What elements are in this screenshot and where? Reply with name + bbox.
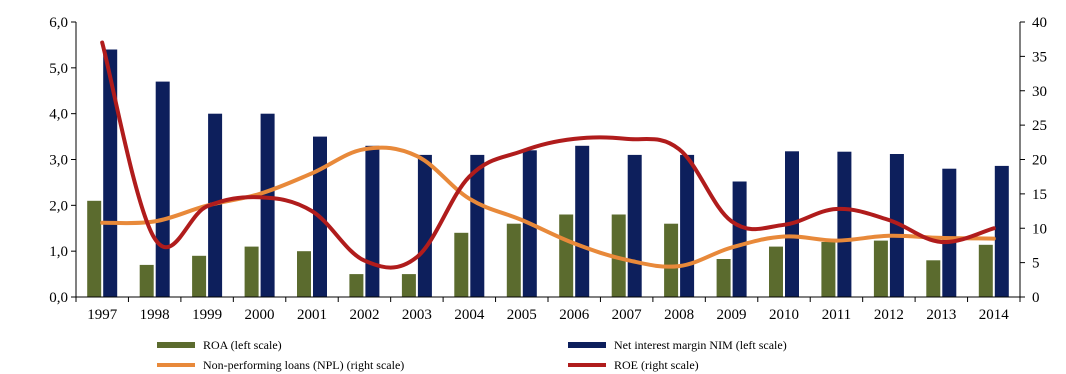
right-tick-label: 5 — [1032, 256, 1040, 272]
legend-swatch — [568, 342, 606, 348]
legend-label: ROE (right scale) — [614, 358, 699, 372]
legend: ROA (left scale) Net interest margin NIM … — [157, 338, 787, 372]
left-tick-label: 6,0 — [49, 15, 68, 31]
roa-bar-2006 — [559, 214, 574, 297]
roa-bar-2003 — [401, 274, 416, 297]
legend-label: Non-performing loans (NPL) (right scale) — [203, 358, 404, 372]
left-tick-label: 2,0 — [49, 198, 68, 214]
left-tick-label: 3,0 — [49, 153, 68, 169]
roa-bar-2000 — [244, 246, 259, 297]
legend-npl: Non-performing loans (NPL) (right scale) — [157, 358, 404, 372]
nim-bar-2012 — [889, 154, 904, 297]
x-tick-label: 1998 — [140, 307, 170, 323]
right-tick-label: 35 — [1032, 49, 1047, 65]
legend-swatch — [157, 342, 195, 348]
right-tick-label: 25 — [1032, 118, 1047, 134]
roa-bar-2012 — [873, 240, 888, 297]
legend-label: Net interest margin NIM (left scale) — [614, 338, 787, 352]
nim-bar-2007 — [627, 154, 642, 297]
roa-bar-1999 — [192, 255, 207, 298]
x-tick-label: 2014 — [979, 307, 1010, 323]
x-tick-label: 2003 — [402, 307, 432, 323]
nim-bar-2013 — [942, 168, 957, 297]
nim-bar-2003 — [417, 154, 432, 297]
legend-roe: ROE (right scale) — [568, 358, 699, 372]
roa-bar-2002 — [349, 274, 364, 297]
roa-bar-2009 — [716, 259, 731, 297]
lines-layer — [100, 40, 996, 270]
nim-bar-2004 — [470, 154, 485, 297]
x-tick-label: 2006 — [559, 307, 590, 323]
legend-roa: ROA (left scale) — [157, 338, 282, 352]
left-tick-label: 4,0 — [49, 107, 68, 123]
left-tick-label: 0,0 — [49, 290, 68, 306]
right-tick-label: 10 — [1032, 221, 1047, 237]
npl-line — [100, 145, 996, 269]
x-tick-label: 1999 — [192, 307, 222, 323]
roa-bar-1997 — [87, 200, 102, 298]
x-tick-label: 2005 — [507, 307, 537, 323]
nim-bar-2009 — [732, 181, 747, 297]
x-tick-label: 2007 — [612, 307, 643, 323]
roa-bar-2008 — [664, 223, 679, 297]
roa-bar-1998 — [139, 264, 154, 297]
legend-label: ROA (left scale) — [203, 338, 282, 352]
x-tick-label: 2001 — [297, 307, 327, 323]
right-tick-label: 15 — [1032, 187, 1047, 203]
roa-bar-2004 — [454, 232, 469, 297]
roa-bar-2010 — [769, 246, 783, 297]
x-tick-label: 1997 — [87, 307, 118, 323]
roa-bar-2001 — [297, 251, 311, 297]
nim-bar-1997 — [103, 49, 118, 297]
right-tick-label: 40 — [1032, 15, 1047, 31]
x-tick-label: 2013 — [926, 307, 956, 323]
x-tick-label: 2004 — [454, 307, 485, 323]
roa-bar-2014 — [978, 244, 993, 298]
x-tick-label: 2008 — [664, 307, 694, 323]
nim-bar-2008 — [680, 154, 695, 297]
bars-layer — [87, 49, 1009, 298]
roa-bar-2007 — [611, 214, 626, 297]
x-tick-label: 2011 — [822, 307, 851, 323]
nim-bar-2006 — [575, 145, 590, 297]
left-tick-label: 5,0 — [49, 61, 68, 77]
x-tick-label: 2010 — [769, 307, 799, 323]
x-tick-label: 2009 — [717, 307, 747, 323]
roa-bar-2011 — [821, 242, 836, 297]
right-tick-label: 0 — [1032, 290, 1040, 306]
roe-line — [100, 40, 996, 270]
x-tick-label: 2002 — [349, 307, 379, 323]
nim-bar-1998 — [155, 81, 170, 297]
x-tick-label: 2012 — [874, 307, 904, 323]
right-tick-label: 30 — [1032, 84, 1047, 100]
legend-nim: Net interest margin NIM (left scale) — [568, 338, 787, 352]
nim-bar-2000 — [260, 113, 275, 297]
right-tick-label: 20 — [1032, 153, 1047, 169]
nim-bar-2002 — [365, 145, 380, 297]
roa-bar-2013 — [926, 260, 941, 297]
axes-layer: 0,0 1,0 2,0 3,0 4,0 5,0 6,0 0 5 10 15 20 25 30 35 40 199… — [49, 15, 1047, 323]
x-tick-label: 2000 — [245, 307, 275, 323]
nim-bar-2014 — [994, 165, 1009, 297]
roa-bar-2005 — [506, 223, 521, 297]
nim-bar-2011 — [837, 151, 852, 297]
left-tick-label: 1,0 — [49, 244, 68, 260]
